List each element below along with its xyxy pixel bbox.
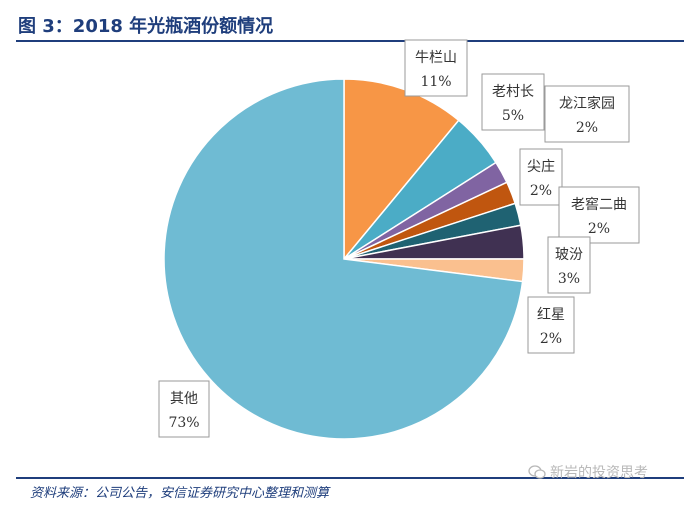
label-box-frame <box>544 85 630 143</box>
slice-label-box: 牛栏山 11% <box>404 39 468 97</box>
slice-label-box: 老窖二曲 2% <box>558 186 640 244</box>
label-box-frame <box>547 236 591 294</box>
slice-label-box: 尖庄 2% <box>519 148 563 206</box>
slice-value-label: 3% <box>558 271 580 287</box>
slice-label-box: 红星 2% <box>527 296 575 354</box>
pie-slice <box>163 78 524 440</box>
slice-label: 老村长 <box>492 84 534 100</box>
label-box-frame <box>404 39 468 97</box>
source-note: 资料来源：公司公告，安信证券研究中心整理和测算 <box>30 486 330 501</box>
slice-value-label: 73% <box>168 415 199 431</box>
slice-value-label: 2% <box>530 183 552 199</box>
slice-label: 龙江家园 <box>559 95 615 112</box>
footer-divider <box>16 477 684 479</box>
watermark: 新岩的投资思考 <box>528 462 648 482</box>
slice-label: 红星 <box>537 307 565 323</box>
slice-label-box: 其他 73% <box>158 380 210 438</box>
slice-value-label: 5% <box>502 108 524 124</box>
slice-value-label: 2% <box>540 331 562 347</box>
slice-label: 其他 <box>170 391 198 407</box>
label-box-frame <box>158 380 210 438</box>
slice-label: 牛栏山 <box>415 50 457 66</box>
slice-label: 老窖二曲 <box>571 196 627 213</box>
slice-value-label: 11% <box>420 74 451 90</box>
label-box-frame <box>481 73 545 131</box>
wechat-icon <box>528 465 546 479</box>
slice-label-box: 玻汾 3% <box>547 236 591 294</box>
label-box-frame <box>519 148 563 206</box>
pie-slices <box>163 78 525 440</box>
figure-title: 图 3：2018 年光瓶酒份额情况 <box>18 16 274 37</box>
pie-labels: 牛栏山 11% 老村长 5% 龙江家园 2% 尖庄 2% 老窖二曲 2% 玻汾 3% 红星 2% 其他 73% <box>158 39 640 438</box>
slice-label-box: 老村长 5% <box>481 73 545 131</box>
slice-label: 尖庄 <box>527 158 555 175</box>
slice-label: 玻汾 <box>555 247 583 263</box>
label-box-frame <box>558 186 640 244</box>
slice-label-box: 龙江家园 2% <box>544 85 630 143</box>
slice-value-label: 2% <box>576 120 598 136</box>
label-box-frame <box>527 296 575 354</box>
slice-value-label: 2% <box>588 221 610 237</box>
watermark-text: 新岩的投资思考 <box>550 465 648 481</box>
figure-header: 图 3：2018 年光瓶酒份额情况 <box>16 10 684 42</box>
